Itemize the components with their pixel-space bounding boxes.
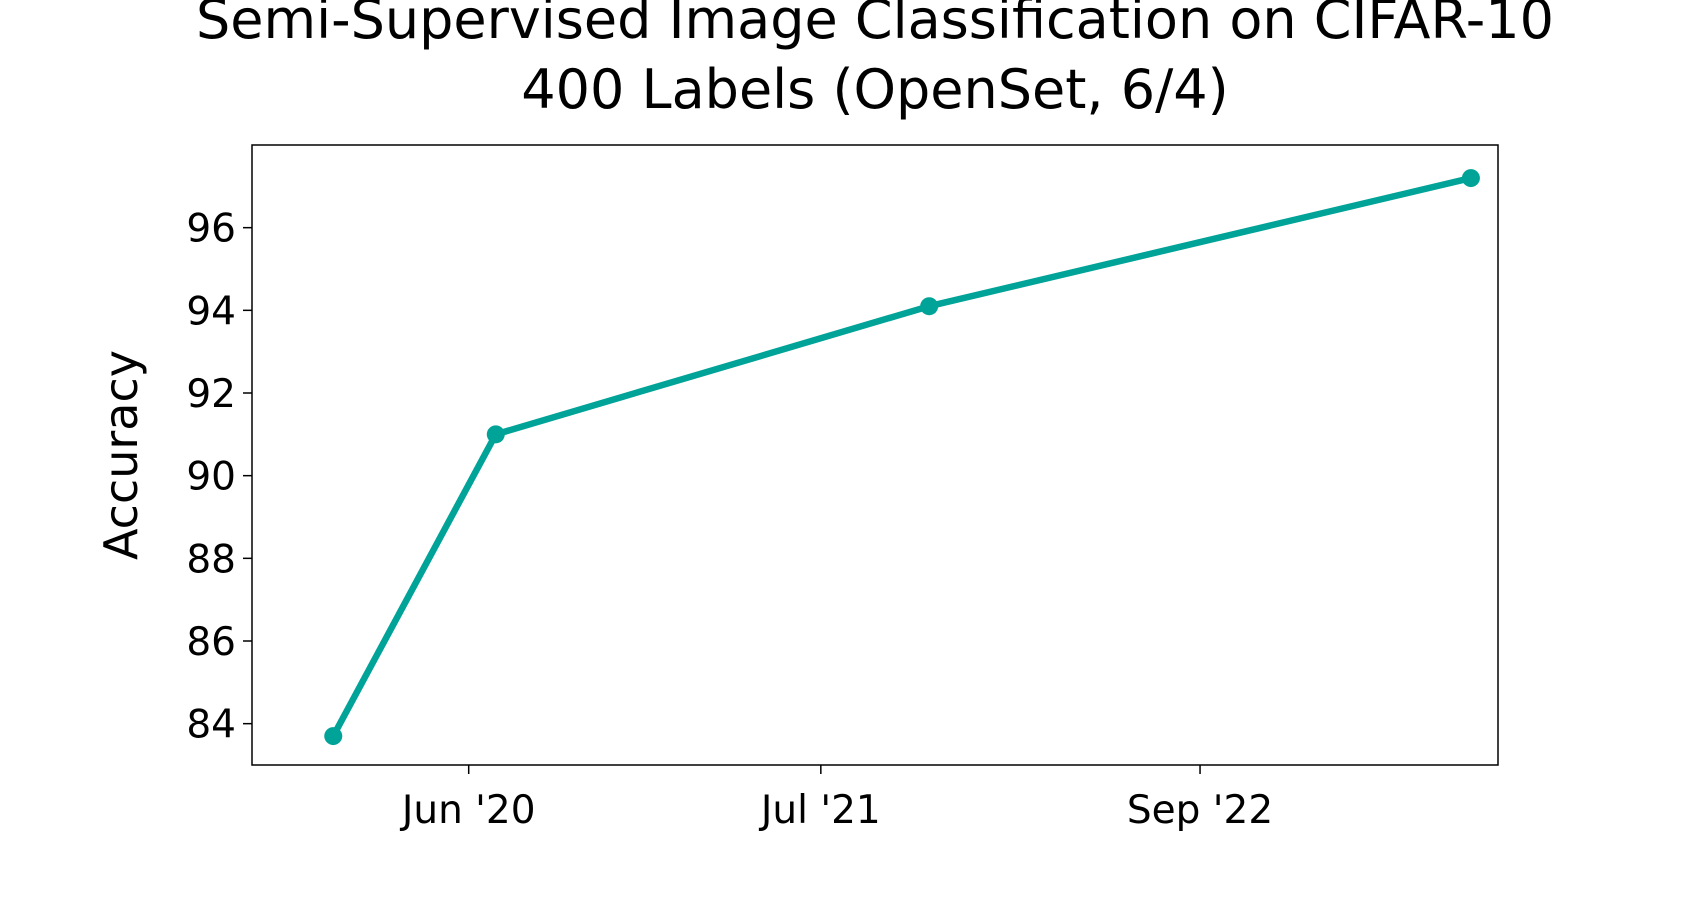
y-tick-label: 90 — [186, 455, 236, 500]
y-tick-label: 84 — [186, 703, 236, 748]
chart-title: Semi-Supervised Image Classification on … — [196, 0, 1554, 51]
chart-subtitle: 400 Labels (OpenSet, 6/4) — [521, 58, 1228, 121]
y-tick-label: 92 — [186, 372, 236, 417]
y-tick-label: 96 — [186, 207, 236, 252]
x-tick-label: Jul '21 — [758, 788, 881, 833]
x-tick-label: Jun '20 — [399, 788, 536, 833]
x-tick-label: Sep '22 — [1127, 788, 1273, 833]
plot-frame — [251, 144, 1499, 766]
data-point — [1461, 169, 1480, 188]
data-point — [486, 425, 505, 444]
y-axis-label: Accuracy — [94, 350, 148, 560]
y-tick-label: 86 — [186, 620, 236, 665]
data-point — [920, 297, 939, 316]
y-tick-label: 94 — [186, 289, 236, 334]
data-point — [324, 727, 343, 746]
y-tick-label: 88 — [186, 537, 236, 582]
series-line — [330, 174, 1472, 738]
